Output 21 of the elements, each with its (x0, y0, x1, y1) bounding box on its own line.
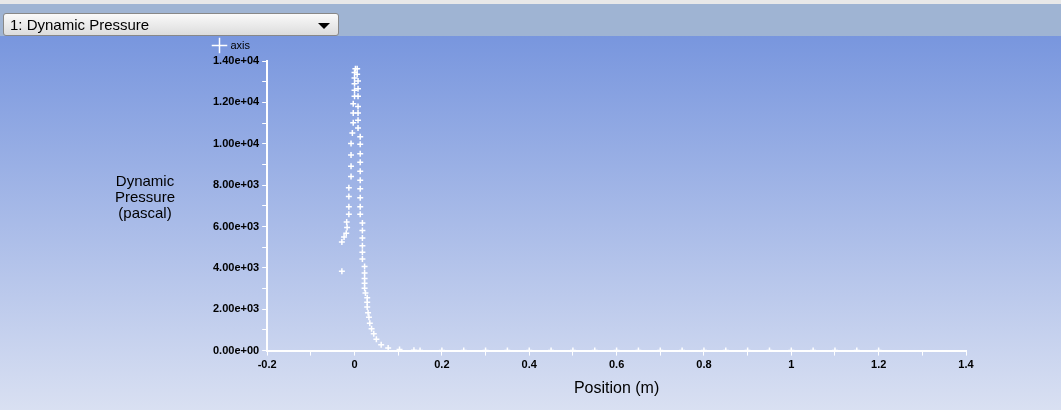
legend-label: axis (230, 38, 251, 51)
y-tick-label: 6.00e+03 (213, 219, 260, 232)
x-axis-title: Position (m) (573, 378, 660, 396)
x-tick-label: 0.6 (608, 358, 625, 371)
text: 1: Dynamic Pressure (10, 16, 150, 33)
y-tick-label: 0.00e+00 (213, 343, 260, 356)
x-tick-label: 0.8 (696, 358, 712, 371)
y-tick-label: 4.00e+03 (213, 260, 260, 273)
y-tick-label: 1.20e+04 (213, 95, 261, 108)
y-tick-label: 8.00e+03 (213, 178, 260, 191)
x-tick-label: 0.4 (521, 358, 538, 371)
x-tick-label: -0.2 (257, 358, 277, 371)
x-tick-label: 0.2 (434, 358, 450, 371)
x-tick-label: 0 (351, 358, 358, 371)
y-tick-label: 1.40e+04 (213, 54, 261, 67)
x-tick-label: 1 (788, 358, 795, 371)
y-axis-title: Dynamic Pressure (pascal) (114, 171, 176, 221)
y-tick-label: 1.00e+04 (213, 136, 261, 149)
y-tick-label: 2.00e+03 (213, 302, 260, 315)
x-tick-label: 1.2 (871, 358, 887, 371)
x-tick-label: 1.4 (958, 358, 975, 371)
